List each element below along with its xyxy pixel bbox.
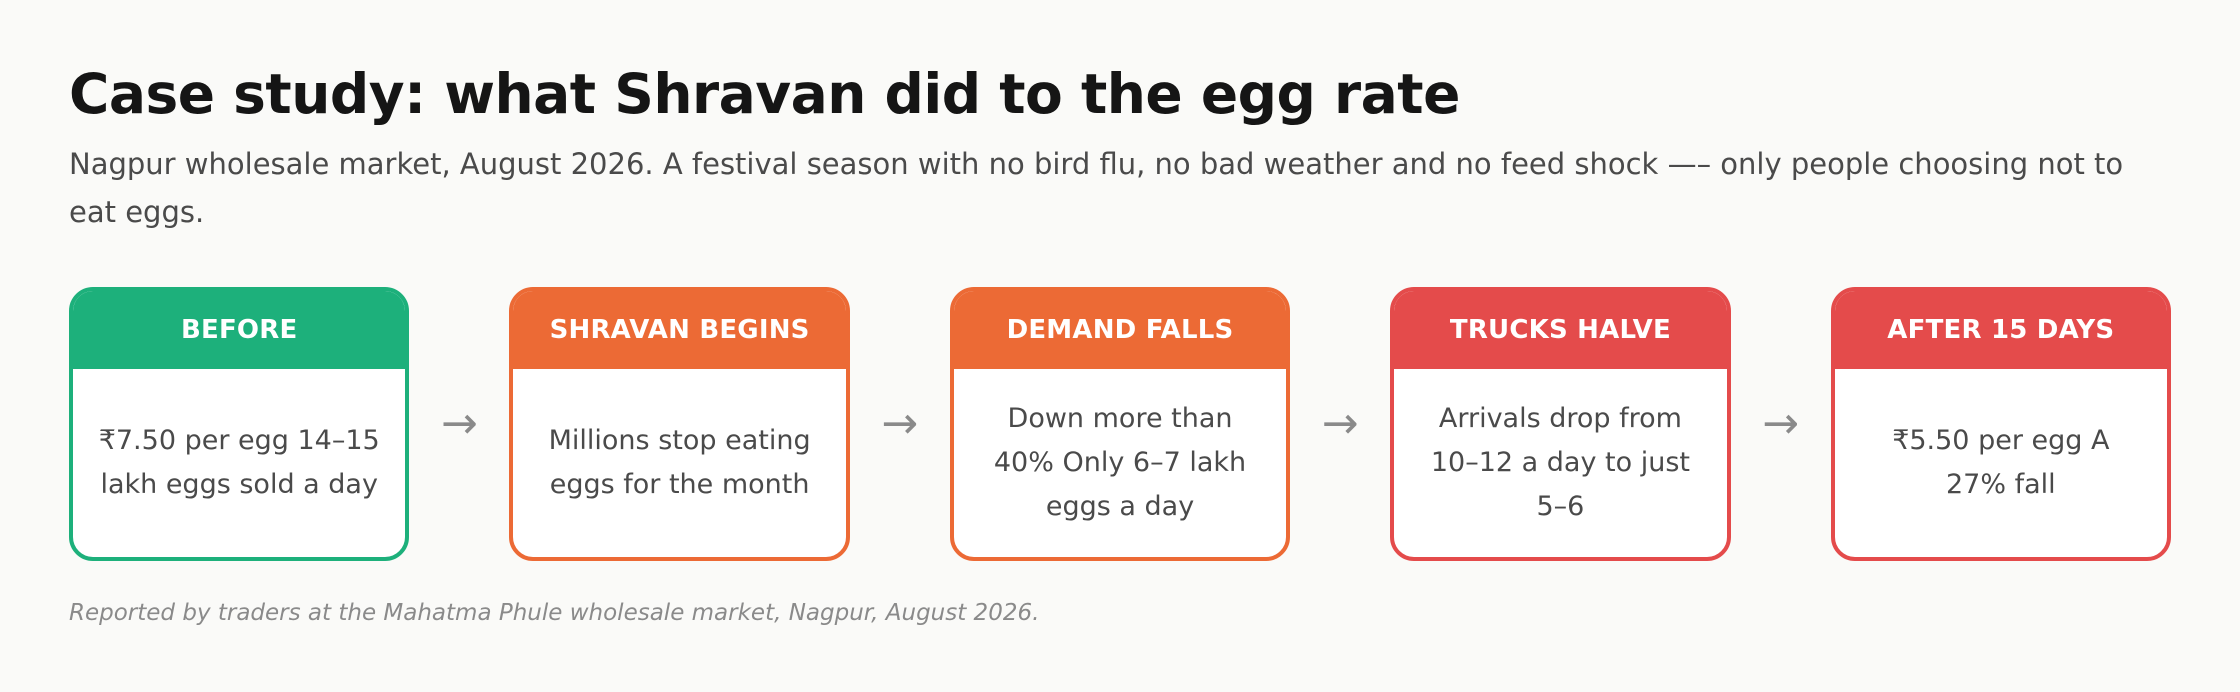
step-text: Arrivals drop from 10–12 a day to just 5…: [1430, 403, 1690, 522]
arrow-right-icon: →: [440, 398, 478, 449]
step-after-15-days: AFTER 15 DAYS ₹5.50 per egg A 27% fall: [1830, 287, 2172, 561]
step-demand-falls: DEMAND FALLS Down more than 40% Only 6–7…: [949, 287, 1291, 561]
arrow-right-icon: →: [1321, 398, 1359, 449]
step-text: ₹7.50 per egg 14–15 lakh eggs sold a day: [98, 425, 380, 500]
step-header: SHRAVAN BEGINS: [513, 291, 846, 369]
step-header: TRUCKS HALVE: [1394, 291, 1727, 369]
timeline-flow: BEFORE ₹7.50 per egg 14–15 lakh eggs sol…: [69, 287, 2172, 561]
step-trucks-halve: TRUCKS HALVE Arrivals drop from 10–12 a …: [1390, 287, 1731, 561]
step-header: AFTER 15 DAYS: [1834, 291, 2168, 369]
page-subtitle: Nagpur wholesale market, August 2026. A …: [69, 147, 2124, 229]
arrow-right-icon: →: [1762, 398, 1800, 449]
step-text: ₹5.50 per egg A 27% fall: [1892, 425, 2110, 500]
source-note: Reported by traders at the Mahatma Phule…: [69, 600, 1040, 626]
step-header: DEMAND FALLS: [953, 291, 1287, 369]
step-text: Down more than 40% Only 6–7 lakh eggs a …: [993, 403, 1247, 522]
step-header: BEFORE: [73, 291, 406, 369]
step-before: BEFORE ₹7.50 per egg 14–15 lakh eggs sol…: [69, 287, 410, 561]
arrow-right-icon: →: [881, 398, 919, 449]
step-text: Millions stop eating eggs for the month: [548, 425, 811, 500]
page-title: Case study: what Shravan did to the egg …: [69, 62, 1460, 126]
step-shravan-begins: SHRAVAN BEGINS Millions stop eating eggs…: [509, 287, 850, 561]
